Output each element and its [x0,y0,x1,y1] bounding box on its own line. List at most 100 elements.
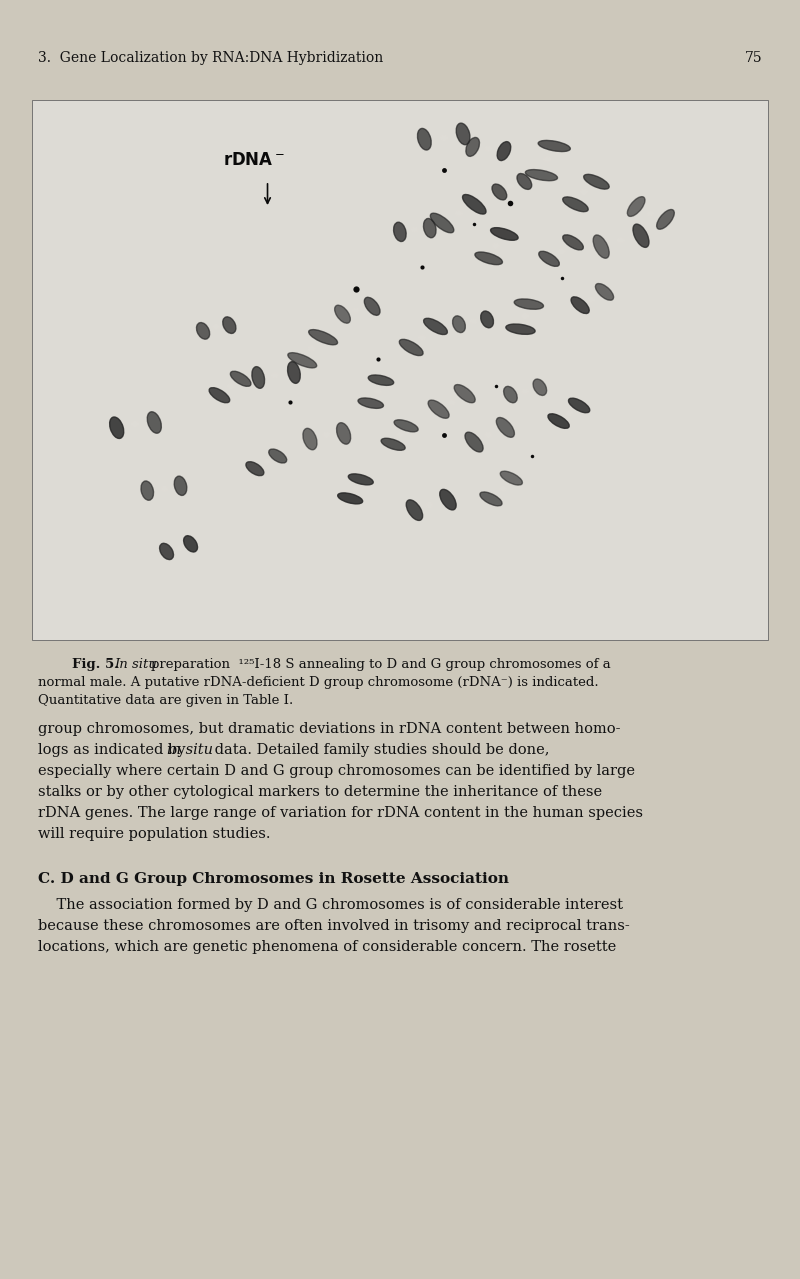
Ellipse shape [269,449,286,463]
Ellipse shape [627,197,645,216]
Ellipse shape [500,486,506,491]
Ellipse shape [303,428,317,450]
Ellipse shape [497,142,510,161]
Ellipse shape [394,420,418,432]
Ellipse shape [110,417,124,439]
Text: rDNA$^-$: rDNA$^-$ [223,151,285,169]
Text: because these chromosomes are often involved in trisomy and reciprocal trans-: because these chromosomes are often invo… [38,920,630,932]
Ellipse shape [323,432,330,437]
Ellipse shape [197,322,210,339]
Text: C. D and G Group Chromosomes in Rosette Association: C. D and G Group Chromosomes in Rosette … [38,872,509,886]
Ellipse shape [490,228,518,240]
Ellipse shape [411,228,418,231]
Ellipse shape [246,462,264,476]
Ellipse shape [538,141,570,151]
Ellipse shape [141,481,154,500]
Ellipse shape [514,299,543,310]
Text: locations, which are genetic phenomena of considerable concern. The rosette: locations, which are genetic phenomena o… [38,940,616,954]
Text: rDNA genes. The large range of variation for rDNA content in the human species: rDNA genes. The large range of variation… [38,806,643,820]
Ellipse shape [252,367,265,389]
Ellipse shape [308,345,315,350]
Ellipse shape [397,432,403,437]
Text: The association formed by D and G chromosomes is of considerable interest: The association formed by D and G chromo… [38,898,623,912]
Text: Quantitative data are given in Table I.: Quantitative data are given in Table I. [38,694,294,707]
Ellipse shape [213,325,219,329]
Ellipse shape [418,128,431,150]
Ellipse shape [147,412,162,434]
Ellipse shape [222,317,236,334]
Ellipse shape [455,211,462,216]
Ellipse shape [558,249,566,253]
Ellipse shape [588,298,594,302]
Ellipse shape [174,476,187,495]
Text: group chromosomes, but dramatic deviations in rDNA content between homo-: group chromosomes, but dramatic deviatio… [38,723,621,735]
Ellipse shape [522,313,529,318]
Ellipse shape [647,211,654,216]
Ellipse shape [271,373,278,377]
Ellipse shape [571,297,590,313]
Ellipse shape [454,385,475,403]
Ellipse shape [465,432,483,451]
Bar [32,100,768,640]
Text: will require population studies.: will require population studies. [38,828,270,842]
Ellipse shape [506,324,535,334]
Ellipse shape [348,473,374,485]
Ellipse shape [453,316,466,333]
Ellipse shape [466,137,479,156]
Ellipse shape [209,388,230,403]
Ellipse shape [522,389,529,394]
Ellipse shape [337,422,350,444]
Ellipse shape [353,486,359,491]
Ellipse shape [492,184,506,200]
Text: In situ: In situ [114,657,157,671]
Ellipse shape [338,492,362,504]
Ellipse shape [562,197,588,211]
Text: normal male. A putative rDNA-deficient D group chromosome (rDNA⁻) is indicated.: normal male. A putative rDNA-deficient D… [38,677,598,689]
Ellipse shape [374,389,382,394]
Ellipse shape [504,386,518,403]
Ellipse shape [533,379,546,395]
Ellipse shape [230,371,251,386]
Ellipse shape [394,223,406,242]
Text: 75: 75 [744,51,762,65]
Ellipse shape [548,414,570,428]
Ellipse shape [334,306,350,324]
Text: data. Detailed family studies should be done,: data. Detailed family studies should be … [210,743,550,757]
Ellipse shape [475,252,502,265]
Ellipse shape [160,544,174,560]
Text: in situ: in situ [167,743,213,757]
Ellipse shape [584,174,609,189]
Ellipse shape [364,297,380,316]
Ellipse shape [368,375,394,385]
Ellipse shape [227,384,234,389]
Ellipse shape [288,353,317,368]
Ellipse shape [657,210,674,229]
Text: logs as indicated by: logs as indicated by [38,743,190,757]
Ellipse shape [440,490,456,510]
Ellipse shape [581,189,587,194]
Ellipse shape [562,235,583,249]
Text: Fig. 5.: Fig. 5. [72,657,119,671]
Text: preparation  ¹²⁵I-18 S annealing to D and G group chromosomes of a: preparation ¹²⁵I-18 S annealing to D and… [151,657,610,671]
Ellipse shape [406,500,422,521]
Ellipse shape [470,318,477,324]
Ellipse shape [544,157,550,162]
Ellipse shape [381,439,405,450]
Ellipse shape [423,219,436,238]
Ellipse shape [424,318,447,335]
Ellipse shape [161,486,168,491]
Ellipse shape [517,174,532,189]
Ellipse shape [618,238,624,243]
Ellipse shape [480,492,502,505]
Ellipse shape [184,536,198,553]
Ellipse shape [287,362,300,384]
Text: 3.  Gene Localization by RNA:DNA Hybridization: 3. Gene Localization by RNA:DNA Hybridiz… [38,51,383,65]
Ellipse shape [526,170,558,180]
Ellipse shape [507,184,514,189]
Ellipse shape [456,123,470,145]
Ellipse shape [485,146,492,151]
Ellipse shape [426,503,433,508]
Ellipse shape [358,398,383,408]
Text: stalks or by other cytological markers to determine the inheritance of these: stalks or by other cytological markers t… [38,785,602,799]
Ellipse shape [481,311,494,327]
